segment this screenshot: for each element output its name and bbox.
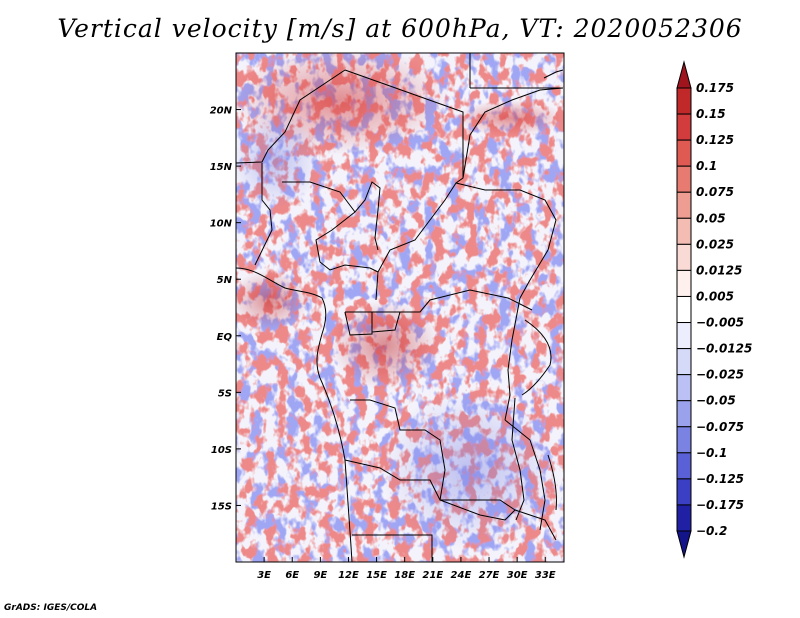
colorbar-swatch bbox=[676, 426, 692, 454]
y-tick-label: 15S bbox=[211, 501, 232, 512]
colorbar-label: 0.0125 bbox=[696, 263, 742, 277]
colorbar-swatch bbox=[676, 374, 692, 402]
colorbar-label: −0.0125 bbox=[696, 342, 752, 356]
x-tick-label: 30E bbox=[507, 570, 528, 581]
x-tick-label: 33E bbox=[535, 570, 556, 581]
colorbar-label: −0.075 bbox=[696, 420, 744, 434]
y-tick-label: 5N bbox=[217, 275, 233, 286]
colorbar-label: 0.125 bbox=[696, 133, 734, 147]
x-tick-label: 6E bbox=[285, 570, 299, 581]
colorbar-label: 0.025 bbox=[696, 237, 734, 251]
colorbar-swatch bbox=[676, 243, 692, 271]
y-tick-label: EQ bbox=[217, 332, 233, 343]
colorbar-label: 0.05 bbox=[696, 211, 726, 225]
colorbar-swatch bbox=[676, 60, 692, 89]
colorbar-label: −0.05 bbox=[696, 394, 736, 408]
country-borders bbox=[236, 53, 564, 562]
colorbar-swatch bbox=[676, 191, 692, 219]
colorbar-swatch bbox=[676, 478, 692, 506]
y-tick-label: 10N bbox=[210, 219, 233, 230]
colorbar-label: −0.125 bbox=[696, 472, 744, 486]
x-tick-label: 27E bbox=[479, 570, 500, 581]
colorbar-swatch bbox=[676, 113, 692, 141]
x-tick-label: 9E bbox=[313, 570, 327, 581]
colorbar-swatch bbox=[676, 87, 692, 115]
x-tick-label: 18E bbox=[394, 570, 415, 581]
colorbar-swatch bbox=[676, 139, 692, 167]
y-tick-label: 10S bbox=[211, 445, 232, 456]
x-tick-label: 3E bbox=[257, 570, 271, 581]
x-tick-label: 12E bbox=[338, 570, 359, 581]
velocity-field bbox=[236, 53, 564, 562]
colorbar-swatch bbox=[676, 348, 692, 376]
colorbar-swatch bbox=[676, 165, 692, 193]
colorbar-label: 0.075 bbox=[696, 185, 734, 199]
colorbar-label: 0.15 bbox=[696, 107, 726, 121]
y-tick-label: 15N bbox=[210, 162, 233, 173]
colorbar-label: 0.175 bbox=[696, 81, 734, 95]
y-tick-label: 5S bbox=[218, 388, 232, 399]
plot-frame bbox=[235, 52, 565, 563]
colorbar-label: −0.025 bbox=[696, 368, 744, 382]
colorbar-label: −0.175 bbox=[696, 498, 744, 512]
chart-title: Vertical velocity [m/s] at 600hPa, VT: 2… bbox=[57, 14, 743, 43]
axes: 3E 6E 9E 12E 15E 18E 21E 24E 27E 30E 33E 20N 15N 10N 5… bbox=[210, 106, 556, 581]
colorbar-swatch bbox=[676, 295, 692, 324]
colorbar-label: −0.1 bbox=[696, 446, 727, 460]
colorbar-swatch bbox=[676, 269, 692, 297]
colorbar-swatch bbox=[676, 504, 692, 532]
x-tick-label: 24E bbox=[451, 570, 472, 581]
colorbar-swatch bbox=[676, 452, 692, 480]
colorbar: 0.175 0.15 0.125 0.1 0.075 0.05 0.025 0.0125 0.0… bbox=[676, 60, 752, 559]
colorbar-label: 0.1 bbox=[696, 159, 717, 173]
x-tick-label: 21E bbox=[422, 570, 443, 581]
colorbar-label: −0.005 bbox=[696, 316, 744, 330]
colorbar-swatch bbox=[676, 530, 692, 559]
x-tick-label: 15E bbox=[366, 570, 387, 581]
colorbar-swatch bbox=[676, 217, 692, 245]
colorbar-label: 0.005 bbox=[696, 289, 734, 303]
colorbar-swatch bbox=[676, 400, 692, 428]
grads-credit: GrADS: IGES/COLA bbox=[4, 603, 98, 613]
y-tick-label: 20N bbox=[210, 106, 233, 117]
colorbar-label: −0.2 bbox=[696, 524, 727, 538]
colorbar-swatch bbox=[676, 322, 692, 350]
